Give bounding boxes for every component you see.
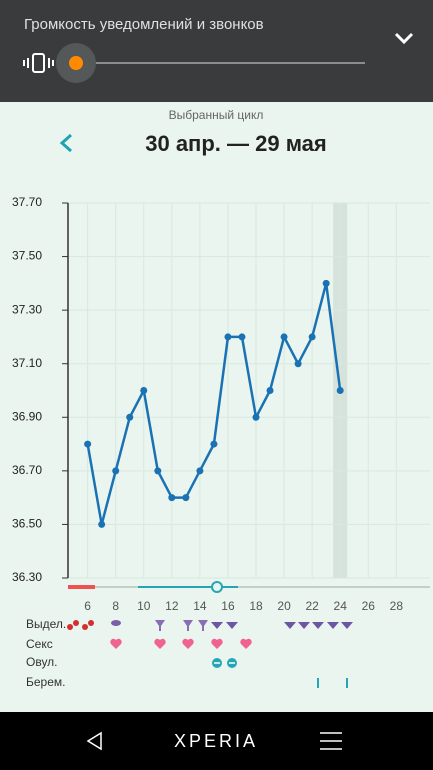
discharge-icon <box>88 620 94 626</box>
cycle-title: 30 апр. — 29 мая <box>145 131 327 156</box>
x-tick-label: 16 <box>221 599 235 613</box>
x-tick-label: 10 <box>137 599 151 613</box>
temperature-point <box>126 413 134 421</box>
nav-menu[interactable] <box>320 732 342 750</box>
nav-brand: XPERIA <box>174 731 258 751</box>
temperature-point <box>336 387 344 394</box>
row-label: Берем. <box>26 675 65 689</box>
x-tick-label: 26 <box>362 599 376 613</box>
temperature-point <box>98 520 106 528</box>
cycle-subtitle: Выбранный цикл <box>169 108 264 122</box>
temperature-point <box>154 467 162 475</box>
volume-title: Громкость уведомлений и звонков <box>24 16 264 33</box>
row-label: Овул. <box>26 655 58 669</box>
sex-icon <box>110 638 122 649</box>
temperature-point <box>266 387 274 394</box>
x-tick-label: 24 <box>334 599 348 613</box>
sex-icon <box>154 638 166 649</box>
x-tick-label: 22 <box>305 599 319 613</box>
temperature-point <box>168 494 176 502</box>
volume-thumb[interactable] <box>69 56 83 70</box>
x-tick-label: 20 <box>277 599 291 613</box>
row-label: Выдел. <box>26 617 66 631</box>
y-tick-label: 37.30 <box>12 302 42 316</box>
discharge-icon <box>198 620 208 631</box>
discharge-icon <box>211 622 223 629</box>
temperature-point <box>322 279 330 287</box>
temperature-point <box>294 360 302 368</box>
discharge-icon <box>298 622 310 629</box>
nav-bar <box>0 712 433 770</box>
discharge-icon <box>67 624 73 630</box>
x-tick-label: 8 <box>112 599 119 613</box>
nav-back[interactable] <box>86 731 102 751</box>
discharge-icon <box>341 622 353 629</box>
sex-icon <box>182 638 194 649</box>
discharge-icon <box>155 620 165 631</box>
x-tick-label: 28 <box>390 599 404 613</box>
temperature-point <box>210 440 218 448</box>
ovulation-marker <box>211 581 223 593</box>
temperature-point <box>308 333 316 341</box>
y-tick-label: 37.50 <box>12 249 42 263</box>
discharge-icon <box>226 622 238 629</box>
discharge-icon <box>327 622 339 629</box>
temperature-point <box>84 440 92 448</box>
chart: 6 8 10 12 14 16 18 20 22 24 26 28 36.30 36.50 36.70 36.… <box>12 195 430 689</box>
discharge-icon <box>82 624 88 630</box>
discharge-icon <box>73 620 79 626</box>
temperature-point <box>252 413 260 421</box>
x-tick-label: 18 <box>249 599 263 613</box>
temperature-point <box>238 333 246 341</box>
discharge-icon <box>183 620 193 631</box>
temperature-point <box>112 467 120 475</box>
y-tick-label: 37.10 <box>12 356 42 370</box>
x-tick-label: 12 <box>165 599 179 613</box>
x-tick-label: 14 <box>193 599 207 613</box>
temperature-point <box>140 387 148 394</box>
temperature-point <box>280 333 288 341</box>
sex-icon <box>211 638 223 649</box>
temperature-point <box>224 333 232 341</box>
vibrate-icon[interactable] <box>23 53 54 73</box>
y-tick-label: 36.90 <box>12 409 42 423</box>
y-tick-label: 36.30 <box>12 570 42 584</box>
row-label: Секс <box>26 637 53 651</box>
discharge-icon <box>312 622 324 629</box>
temperature-point <box>182 494 190 502</box>
discharge-icon <box>284 622 296 629</box>
discharge-icon <box>111 620 121 626</box>
y-tick-label: 37.70 <box>12 195 42 209</box>
temperature-point <box>196 467 204 475</box>
collapse-button[interactable] <box>394 32 414 45</box>
y-tick-label: 36.50 <box>12 517 42 531</box>
sex-icon <box>240 638 252 649</box>
back-button[interactable] <box>59 133 72 153</box>
x-tick-label: 6 <box>84 599 91 613</box>
y-tick-label: 36.70 <box>12 463 42 477</box>
